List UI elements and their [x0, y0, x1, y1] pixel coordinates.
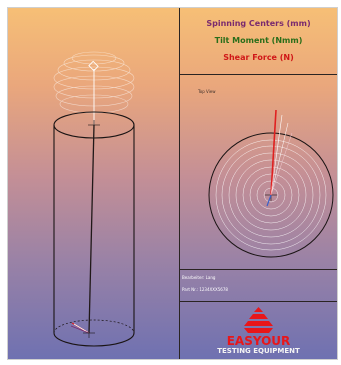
logo-tagline: TESTING EQUIPMENT	[217, 347, 300, 355]
polar-grid	[215, 139, 327, 251]
cylinder-3d-drawing	[53, 51, 135, 347]
logo-icon	[244, 307, 273, 333]
polar-vectors	[266, 109, 293, 207]
top-view-panel[interactable]: Top View	[180, 75, 337, 269]
bottom-vectors	[70, 322, 90, 334]
logo-panel: EASYOUR TESTING EQUIPMENT	[180, 301, 337, 359]
logo-name: EASYOUR	[226, 334, 291, 348]
legend-shear-force: Shear Force (N)	[223, 53, 294, 62]
legend-panel: Spinning Centers (mm) Tilt Moment (Nmm) …	[180, 8, 337, 75]
operator-label: Bearbeiter: Lang	[182, 275, 216, 280]
info-panel: Bearbeiter: Lang Part Nr.: 1234XXX5678	[180, 269, 337, 302]
polar-outline	[208, 132, 334, 258]
top-marker	[88, 60, 99, 128]
legend-tilt-moment: Tilt Moment (Nmm)	[214, 36, 303, 45]
polar-plot	[208, 109, 334, 258]
spin-axis	[88, 124, 95, 334]
bottom-crosshair	[83, 328, 95, 338]
3d-view[interactable]	[8, 8, 179, 359]
viewer-window: Spinning Centers (mm) Tilt Moment (Nmm) …	[7, 7, 338, 360]
top-view-label: Top View	[198, 89, 216, 94]
part-number-label: Part Nr.: 1234XXX5678	[182, 287, 228, 292]
legend-spinning-centers: Spinning Centers (mm)	[206, 19, 311, 28]
panel-divider	[179, 8, 180, 359]
